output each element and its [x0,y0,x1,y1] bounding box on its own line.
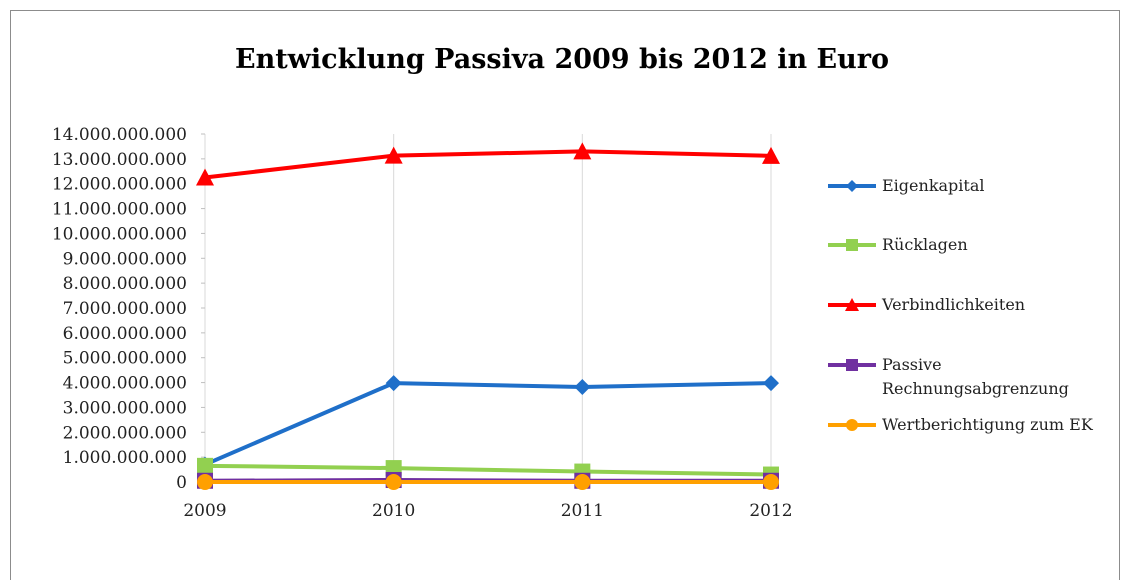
y-tick-label: 3.000.000.000 [63,398,187,418]
legend-item: Eigenkapital [828,176,985,195]
legend-item: Rücklagen [828,235,968,254]
data-point [762,146,780,164]
data-point [196,168,214,186]
data-point [763,375,779,392]
data-point [197,457,213,474]
y-tick-label: 0 [176,473,187,493]
series-group [196,142,780,186]
data-point [846,239,858,251]
data-point [846,419,858,431]
data-point [763,474,779,490]
legend-label: Wertberichtigung zum EK [882,415,1094,434]
legend-item: Wertberichtigung zum EK [828,415,1094,434]
data-point [846,359,858,371]
y-tick-label: 7.000.000.000 [63,299,187,319]
x-tick-label: 2010 [372,501,415,521]
series-line [204,149,772,180]
data-point [384,146,403,164]
y-tick-label: 14.000.000.000 [52,125,187,145]
data-point [574,379,591,396]
y-tick-label: 10.000.000.000 [52,224,187,244]
chart-title: Entwicklung Passiva 2009 bis 2012 in Eur… [235,44,889,75]
x-tick-label: 2012 [749,501,792,521]
series-line [204,381,772,467]
y-tick-label: 5.000.000.000 [63,349,187,369]
series-group [197,375,779,473]
y-tick-label: 11.000.000.000 [52,200,187,220]
y-tick-label: 12.000.000.000 [52,175,187,195]
y-axis-ticks: 0 1.000.000.000 2.000.000.000 3.000.000.000… [52,125,187,493]
y-tick-label: 13.000.000.000 [52,150,187,170]
data-point [385,375,402,392]
y-tick-label: 1.000.000.000 [63,448,187,468]
legend-item: Passive Rechnungsabgrenzung [828,355,1069,398]
series-group [197,474,779,490]
series-layer [196,142,780,490]
x-axis-ticks: 2009 2010 2011 2012 [183,501,792,521]
legend: Eigenkapital Rücklagen Verbindlichkeiten Pa… [828,176,1094,434]
y-tick-label: 8.000.000.000 [63,274,187,294]
data-point [574,474,591,490]
x-tick-label: 2009 [183,501,226,521]
data-point [573,142,592,160]
series-line [204,463,772,477]
y-tick-label: 9.000.000.000 [63,249,187,269]
y-tick-label: 2.000.000.000 [63,423,187,443]
data-point [197,474,213,490]
legend-label: Rechnungsabgrenzung [882,379,1069,398]
legend-label: Passive [882,355,942,374]
x-tick-label: 2011 [561,501,604,521]
data-point [385,474,402,490]
data-point [846,180,858,192]
y-tick-label: 6.000.000.000 [63,324,187,344]
data-point [845,298,859,311]
chart-frame [10,10,1120,580]
legend-label: Eigenkapital [882,176,985,195]
legend-label: Rücklagen [882,235,968,254]
legend-item: Verbindlichkeiten [828,295,1025,314]
y-tick-label: 4.000.000.000 [63,374,187,394]
legend-label: Verbindlichkeiten [881,295,1025,314]
